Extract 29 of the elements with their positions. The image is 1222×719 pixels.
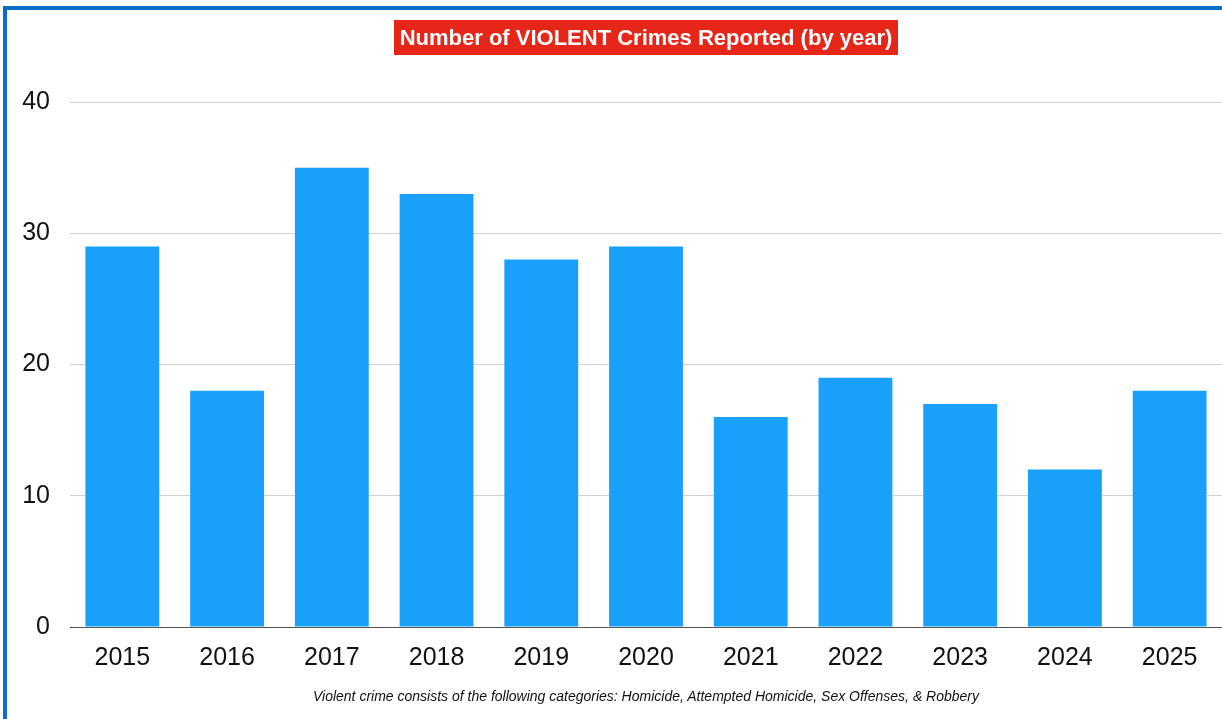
bar (399, 193, 474, 627)
y-tick-label: 10 (22, 479, 50, 508)
y-tick-label: 20 (22, 348, 50, 377)
x-tick-label: 2018 (408, 641, 465, 670)
x-tick-label: 2023 (932, 641, 988, 670)
y-tick-label: 40 (22, 85, 50, 114)
text: Violent crime consists of the following categories: Homicide, Attempted Homicide, Sex Offenses, & Robbery (311, 688, 981, 704)
bar (713, 417, 788, 627)
x-tick-label: 2022 (827, 641, 884, 670)
x-tick-label: 2016 (199, 641, 255, 670)
x-tick-label: 2024 (1037, 641, 1093, 670)
y-tick-label: 30 (22, 217, 50, 246)
bar (504, 259, 579, 627)
y-tick-label: 0 (36, 610, 50, 639)
x-tick-label: 2015 (94, 641, 151, 670)
bar (818, 377, 893, 627)
bar (923, 403, 998, 627)
x-tick-label: 2021 (722, 641, 779, 670)
x-tick-label: 2025 (1141, 641, 1198, 670)
bar (1027, 469, 1102, 627)
x-tick-label: 2017 (304, 641, 360, 670)
x-tick-label: 2020 (618, 641, 674, 670)
bar (294, 167, 369, 627)
chart-title: Number of VIOLENT Crimes Reported (by year) (393, 20, 899, 55)
bar (609, 246, 683, 627)
bar (1132, 390, 1207, 627)
bar (190, 390, 265, 627)
x-tick-label: 2019 (513, 641, 570, 670)
bar (85, 246, 160, 627)
